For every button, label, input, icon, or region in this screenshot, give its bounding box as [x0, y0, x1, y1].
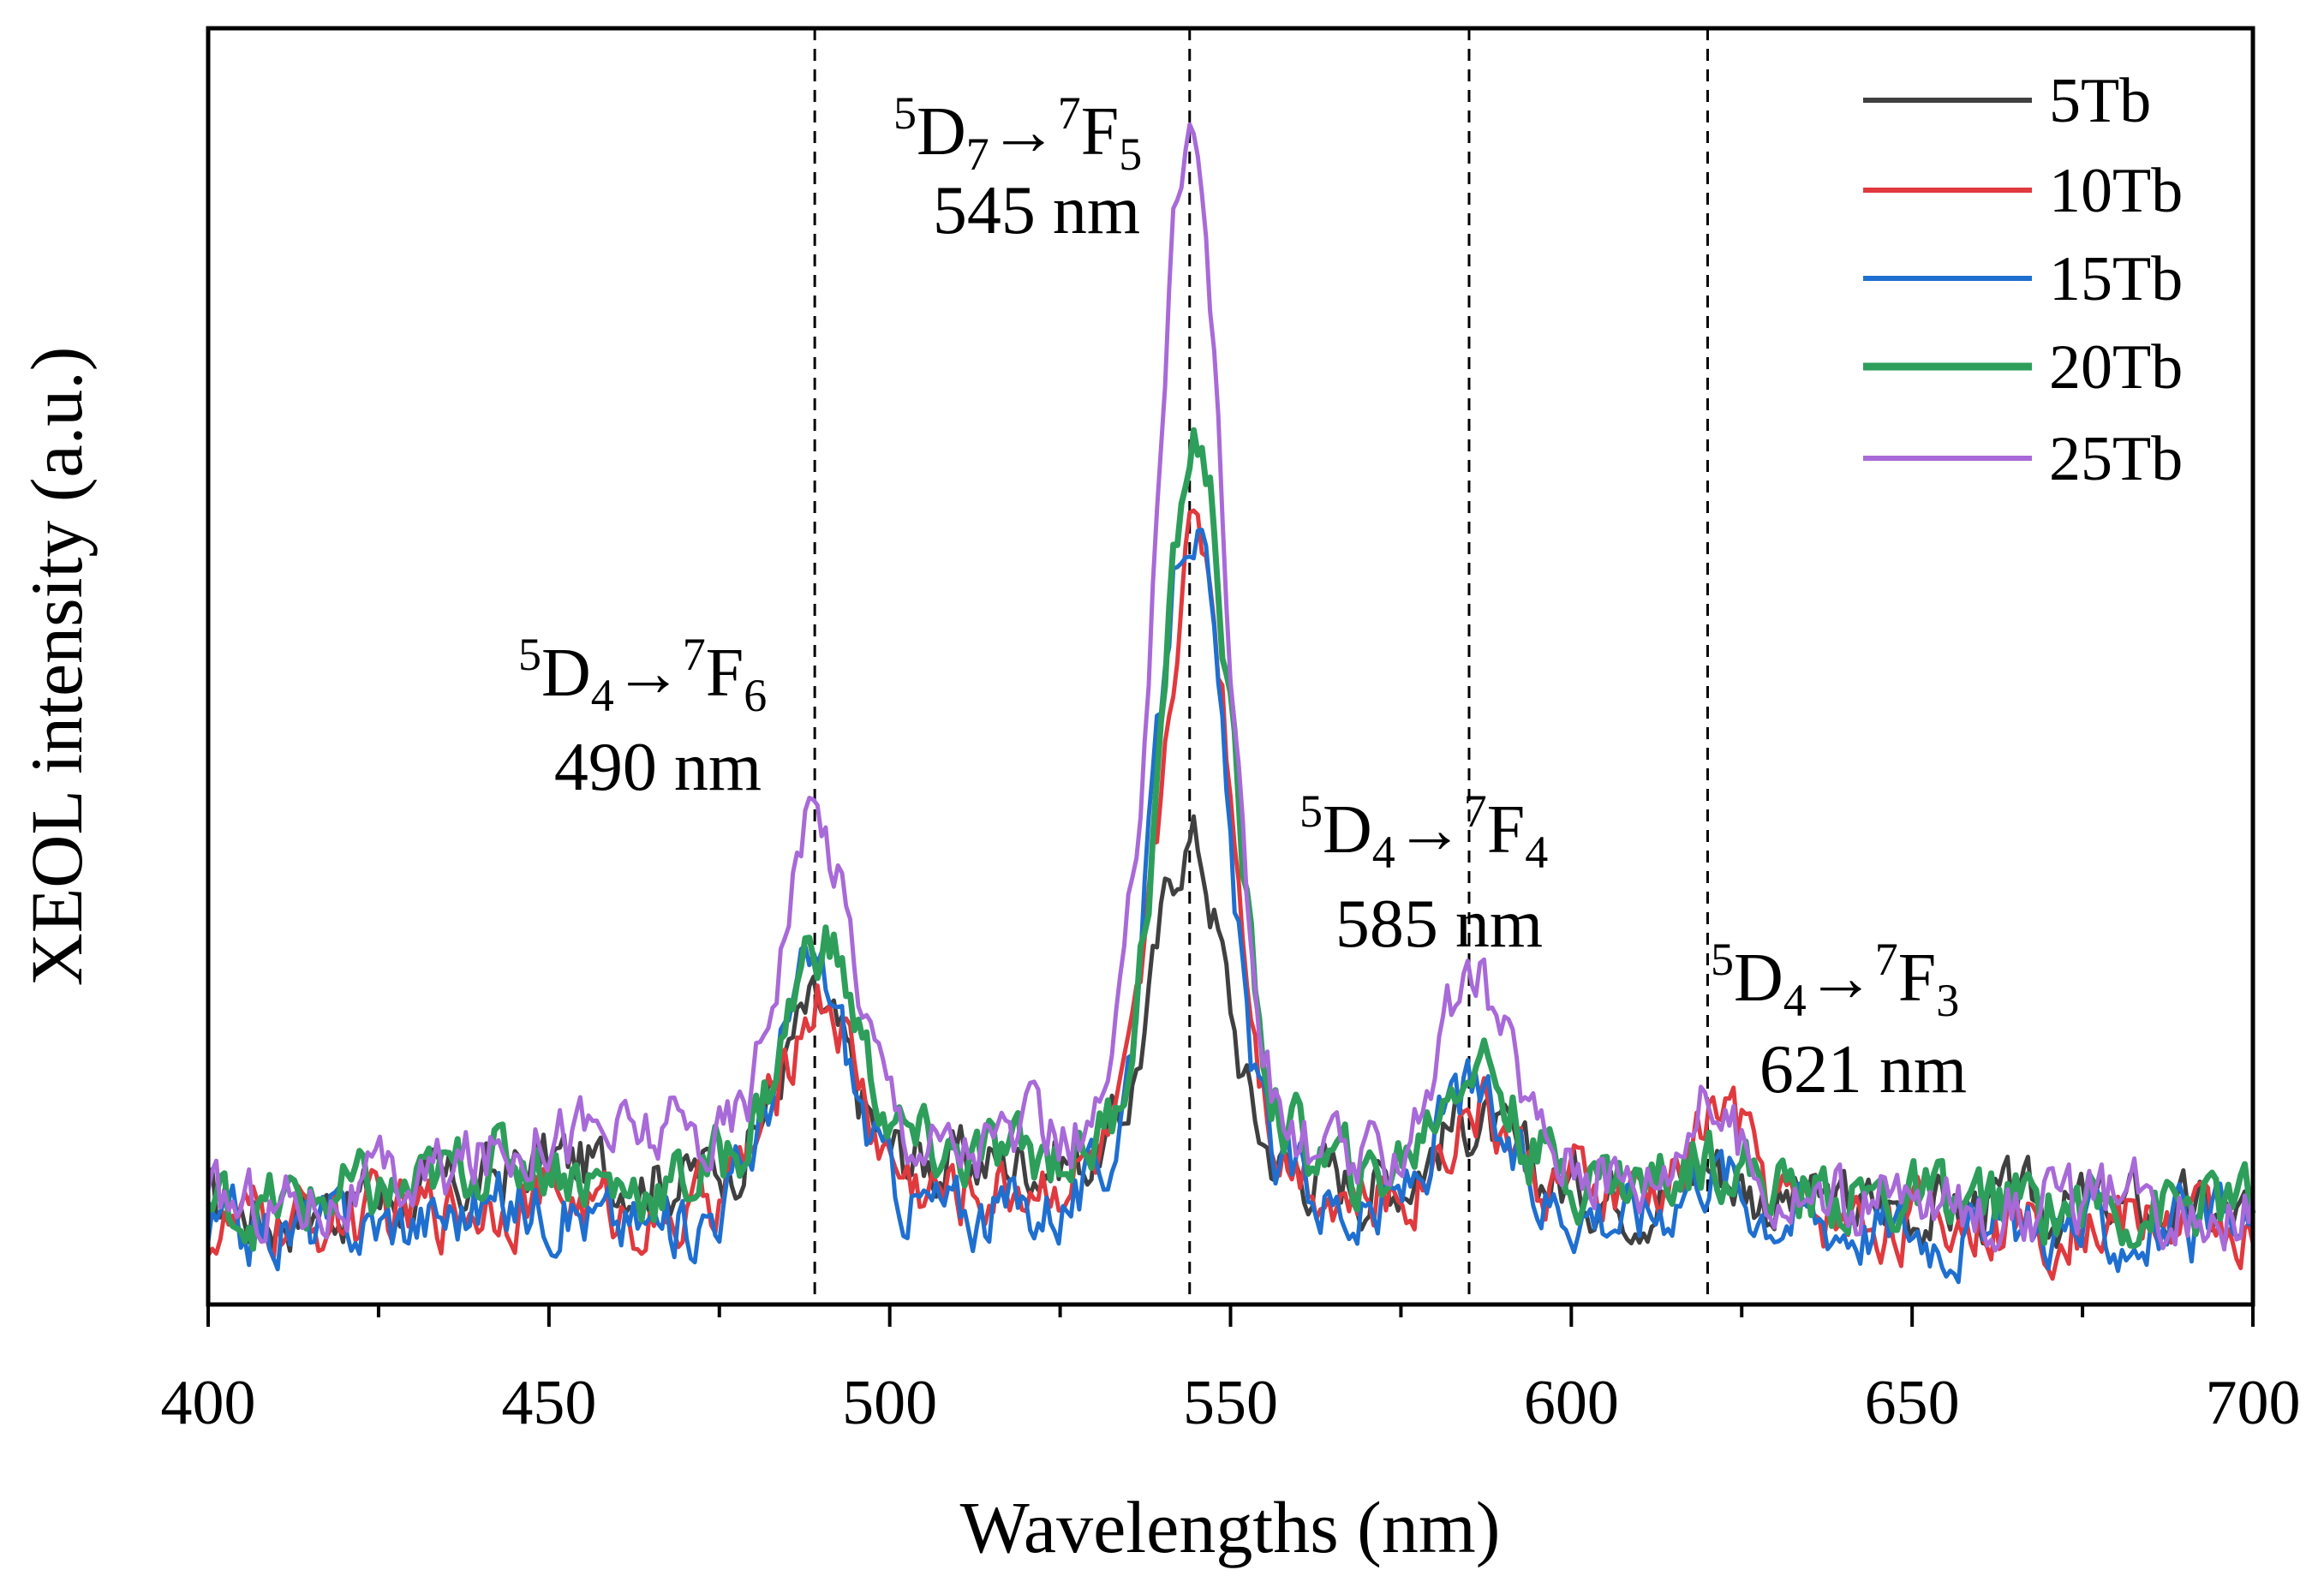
- x-axis-title: Wavelengths (nm): [960, 1486, 1501, 1568]
- annotation-585nm-transition: 5D4→7F4: [1299, 785, 1548, 878]
- annotation-545nm-transition: 5D7→7F5: [893, 87, 1142, 180]
- legend: 5Tb 10Tb 15Tb 20Tb 25Tb: [1863, 66, 2183, 494]
- legend-label-20tb: 20Tb: [2049, 332, 2183, 403]
- legend-label-10tb: 10Tb: [2049, 156, 2183, 226]
- annotation-621nm: 5D4→7F3 621 nm: [1711, 934, 1967, 1107]
- x-tick-label-600: 600: [1524, 1368, 1619, 1438]
- y-axis-title: XEOL intensity (a.u.): [15, 347, 98, 987]
- legend-label-15tb: 15Tb: [2049, 244, 2183, 314]
- series-line-15tb: [206, 528, 2255, 1285]
- annotation-490nm: 5D4→7F6 490 nm: [518, 629, 767, 805]
- legend-label-5tb: 5Tb: [2049, 66, 2151, 136]
- x-tick-label-400: 400: [161, 1368, 256, 1438]
- x-tick-label-650: 650: [1865, 1368, 1960, 1438]
- x-axis-ticks: [206, 1304, 2255, 1327]
- annotation-621nm-wavelength: 621 nm: [1759, 1032, 1967, 1107]
- annotation-545nm-wavelength: 545 nm: [933, 173, 1140, 248]
- annotation-545nm: 5D7→7F5 545 nm: [893, 87, 1142, 248]
- x-tick-label-550: 550: [1183, 1368, 1278, 1438]
- reference-lines: [813, 28, 1709, 1304]
- annotation-585nm: 5D4→7F4 585 nm: [1299, 785, 1548, 962]
- x-tick-label-450: 450: [501, 1368, 596, 1438]
- annotation-490nm-transition: 5D4→7F6: [518, 629, 767, 721]
- annotation-585nm-wavelength: 585 nm: [1335, 887, 1543, 962]
- annotation-621nm-transition: 5D4→7F3: [1711, 934, 1959, 1026]
- x-axis-tick-labels: 400 450 500 550 600 650 700: [161, 1368, 2301, 1438]
- series-line-25tb: [206, 122, 2255, 1253]
- x-tick-label-700: 700: [2206, 1368, 2301, 1438]
- legend-label-25tb: 25Tb: [2049, 424, 2183, 494]
- series-lines: [206, 122, 2256, 1285]
- x-tick-label-500: 500: [842, 1368, 937, 1438]
- annotation-490nm-wavelength: 490 nm: [554, 730, 762, 805]
